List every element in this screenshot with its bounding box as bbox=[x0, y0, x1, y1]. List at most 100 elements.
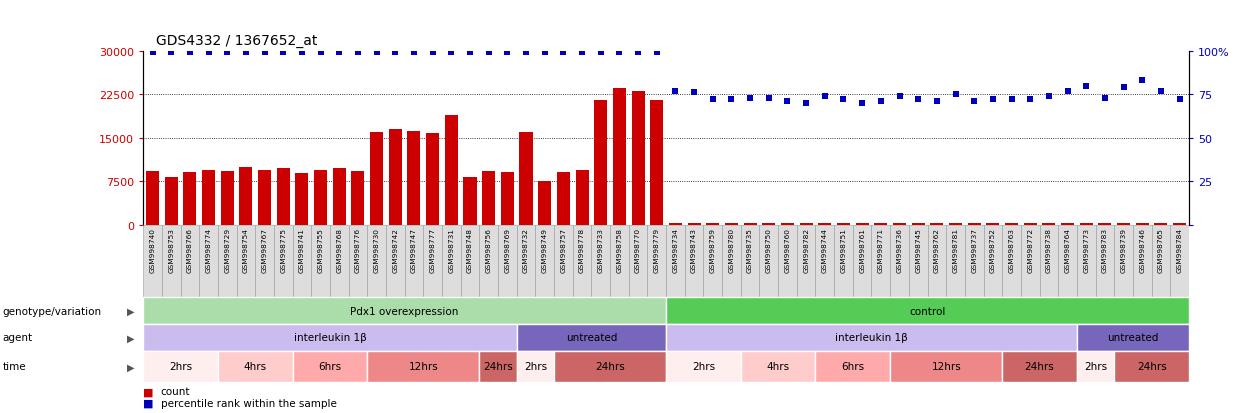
Text: percentile rank within the sample: percentile rank within the sample bbox=[161, 398, 336, 408]
Text: interleukin 1β: interleukin 1β bbox=[294, 332, 366, 343]
Text: GSM998738: GSM998738 bbox=[1046, 227, 1052, 272]
Text: GSM998776: GSM998776 bbox=[355, 227, 361, 272]
Bar bbox=[1154, 224, 1168, 225]
Bar bbox=[330, 225, 349, 297]
Bar bbox=[703, 225, 722, 297]
Point bbox=[403, 50, 423, 57]
Point bbox=[311, 50, 331, 57]
Text: GSM998757: GSM998757 bbox=[560, 227, 566, 272]
Text: GSM998747: GSM998747 bbox=[411, 227, 417, 272]
Bar bbox=[351, 172, 365, 225]
Bar bbox=[349, 225, 367, 297]
Text: 2hrs: 2hrs bbox=[692, 361, 715, 372]
Bar bbox=[762, 224, 776, 225]
Bar bbox=[442, 225, 461, 297]
Point bbox=[349, 50, 369, 57]
Bar bbox=[293, 225, 311, 297]
Bar bbox=[949, 224, 962, 225]
Bar bbox=[276, 169, 290, 225]
Text: GSM998754: GSM998754 bbox=[243, 227, 249, 272]
Point bbox=[814, 93, 834, 100]
Text: GSM998780: GSM998780 bbox=[728, 227, 735, 272]
Point bbox=[535, 50, 555, 57]
Bar bbox=[687, 224, 701, 225]
Bar bbox=[1173, 224, 1186, 225]
Bar bbox=[1079, 224, 1093, 225]
Point bbox=[722, 97, 742, 104]
Point bbox=[461, 50, 481, 57]
Point bbox=[665, 88, 685, 95]
Bar bbox=[332, 169, 346, 225]
Text: GSM998746: GSM998746 bbox=[1139, 227, 1145, 272]
Bar bbox=[1170, 225, 1189, 297]
Text: GSM998764: GSM998764 bbox=[1064, 227, 1071, 272]
Point bbox=[181, 50, 200, 57]
Bar bbox=[517, 225, 535, 297]
Text: GSM998766: GSM998766 bbox=[187, 227, 193, 272]
Bar bbox=[311, 225, 330, 297]
Text: 2hrs: 2hrs bbox=[524, 361, 547, 372]
Bar bbox=[181, 225, 199, 297]
Text: GSM998741: GSM998741 bbox=[299, 227, 305, 272]
Bar bbox=[874, 224, 888, 225]
Point bbox=[1150, 88, 1170, 95]
Point bbox=[1057, 88, 1077, 95]
Point bbox=[291, 50, 311, 57]
Text: GSM998744: GSM998744 bbox=[822, 227, 828, 272]
Point bbox=[984, 97, 1003, 104]
Text: ■: ■ bbox=[143, 387, 153, 396]
Point bbox=[571, 50, 593, 57]
Bar bbox=[405, 225, 423, 297]
Point bbox=[1113, 85, 1133, 91]
Point bbox=[1021, 97, 1041, 104]
Text: untreated: untreated bbox=[565, 332, 618, 343]
Text: 12hrs: 12hrs bbox=[931, 361, 961, 372]
Bar bbox=[815, 225, 834, 297]
Text: GSM998745: GSM998745 bbox=[915, 227, 921, 272]
Bar bbox=[1133, 225, 1152, 297]
Bar bbox=[743, 224, 757, 225]
Point bbox=[590, 50, 610, 57]
Bar bbox=[370, 133, 383, 225]
Bar bbox=[965, 225, 984, 297]
Text: GSM998735: GSM998735 bbox=[747, 227, 753, 272]
Bar bbox=[778, 225, 797, 297]
Point bbox=[685, 90, 705, 97]
Bar bbox=[1058, 225, 1077, 297]
Text: untreated: untreated bbox=[1107, 332, 1159, 343]
Text: GSM998760: GSM998760 bbox=[784, 227, 791, 272]
Point bbox=[926, 99, 946, 105]
Text: GSM998739: GSM998739 bbox=[1120, 227, 1127, 272]
Bar bbox=[1098, 224, 1112, 225]
Bar bbox=[1061, 224, 1074, 225]
Text: GSM998743: GSM998743 bbox=[691, 227, 697, 272]
Point bbox=[889, 93, 909, 100]
Point bbox=[553, 50, 573, 57]
Point bbox=[143, 50, 163, 57]
Bar bbox=[855, 224, 869, 225]
Bar bbox=[554, 225, 573, 297]
Point bbox=[834, 97, 854, 104]
Text: GSM998762: GSM998762 bbox=[934, 227, 940, 272]
Text: GSM998737: GSM998737 bbox=[971, 227, 977, 272]
Bar bbox=[258, 171, 271, 225]
Point bbox=[1038, 93, 1058, 100]
Bar bbox=[613, 89, 626, 225]
Text: GSM998767: GSM998767 bbox=[261, 227, 268, 272]
Point bbox=[629, 50, 649, 57]
Text: GSM998731: GSM998731 bbox=[448, 227, 454, 272]
Text: GSM998765: GSM998765 bbox=[1158, 227, 1164, 272]
Point bbox=[255, 50, 275, 57]
Bar bbox=[1117, 224, 1130, 225]
Point bbox=[777, 99, 798, 105]
Bar bbox=[237, 225, 255, 297]
Bar bbox=[386, 225, 405, 297]
Bar bbox=[1077, 225, 1096, 297]
Point bbox=[758, 95, 779, 102]
Text: GSM998752: GSM998752 bbox=[990, 227, 996, 272]
Bar bbox=[911, 224, 925, 225]
Text: 2hrs: 2hrs bbox=[169, 361, 192, 372]
Bar bbox=[946, 225, 965, 297]
Text: GSM998770: GSM998770 bbox=[635, 227, 641, 272]
Text: 24hrs: 24hrs bbox=[1025, 361, 1055, 372]
